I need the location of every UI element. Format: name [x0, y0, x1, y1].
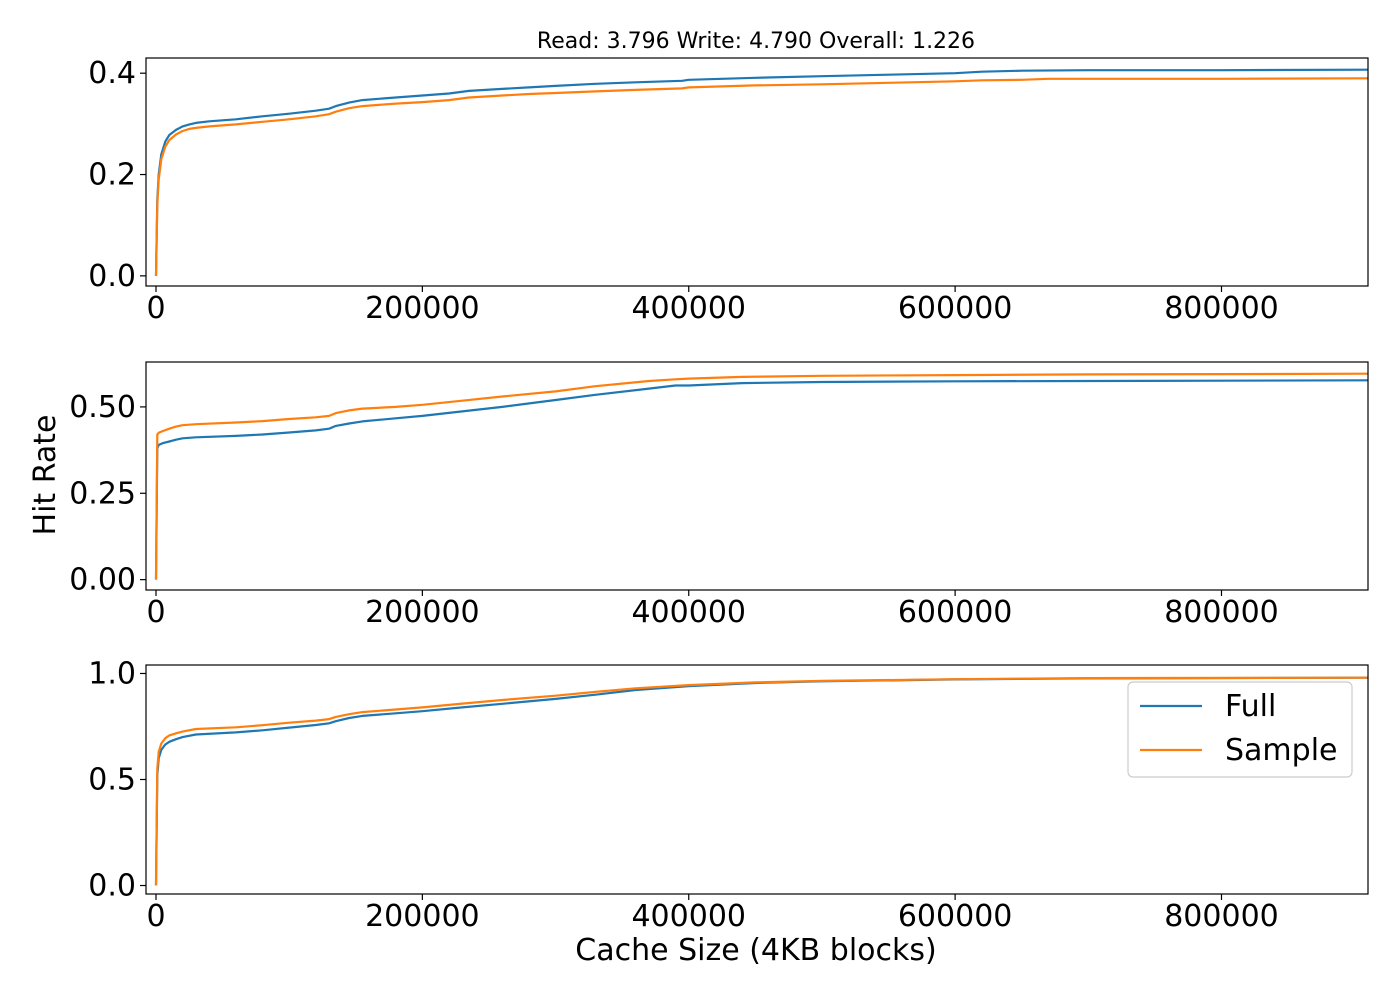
x-tick-label: 400000	[631, 595, 746, 630]
x-tick-label: 800000	[1164, 899, 1279, 934]
y-tick-label: 1.0	[88, 656, 136, 691]
x-tick-label: 200000	[365, 291, 480, 326]
x-tick-label: 400000	[631, 899, 746, 934]
y-axis-label: Hit Rate	[28, 415, 63, 536]
x-tick-label: 800000	[1164, 291, 1279, 326]
series-line-sample	[154, 676, 1368, 886]
y-tick-label: 0.4	[88, 56, 136, 91]
x-tick-label: 600000	[898, 899, 1013, 934]
y-tick-label: 0.00	[69, 563, 136, 598]
series-line-full	[154, 68, 1368, 276]
x-axis-label: Cache Size (4KB blocks)	[575, 933, 936, 968]
y-tick-label: 0.25	[69, 476, 136, 511]
panel-frame	[145, 361, 1369, 591]
figure-title: Read: 3.796 Write: 4.790 Overall: 1.226	[537, 29, 975, 54]
x-tick-label: 400000	[631, 291, 746, 326]
x-tick-label: 0	[146, 291, 165, 326]
y-tick-label: 0.0	[88, 259, 136, 294]
x-tick-label: 0	[146, 595, 165, 630]
series-line-sample	[154, 372, 1368, 580]
series-line-sample	[154, 77, 1368, 276]
panel-frame	[145, 57, 1369, 287]
legend-label-full: Full	[1225, 689, 1276, 724]
x-tick-label: 200000	[365, 595, 480, 630]
y-tick-label: 0.50	[69, 390, 136, 425]
x-tick-label: 0	[146, 899, 165, 934]
y-tick-label: 0.0	[88, 869, 136, 904]
legend: Full Sample	[1127, 681, 1353, 778]
panel-2: 0 200000 400000 600000 800000 0.00 0.25 0.50	[69, 361, 1369, 630]
panel-1: 0 200000 400000 600000 800000 0.0 0.2 0.4	[88, 56, 1369, 326]
y-tick-label: 0.5	[88, 763, 136, 798]
y-tick-label: 0.2	[88, 158, 136, 193]
x-tick-label: 200000	[365, 899, 480, 934]
x-tick-label: 800000	[1164, 595, 1279, 630]
series-line-full	[154, 379, 1368, 580]
x-tick-label: 600000	[898, 595, 1013, 630]
panel-3: 0 200000 400000 600000 800000 0.0 0.5 1.0	[88, 656, 1369, 934]
legend-label-sample: Sample	[1225, 733, 1338, 768]
x-tick-label: 600000	[898, 291, 1013, 326]
panels: 0 200000 400000 600000 800000 0.0 0.2 0.4 0 20000…	[69, 56, 1369, 934]
